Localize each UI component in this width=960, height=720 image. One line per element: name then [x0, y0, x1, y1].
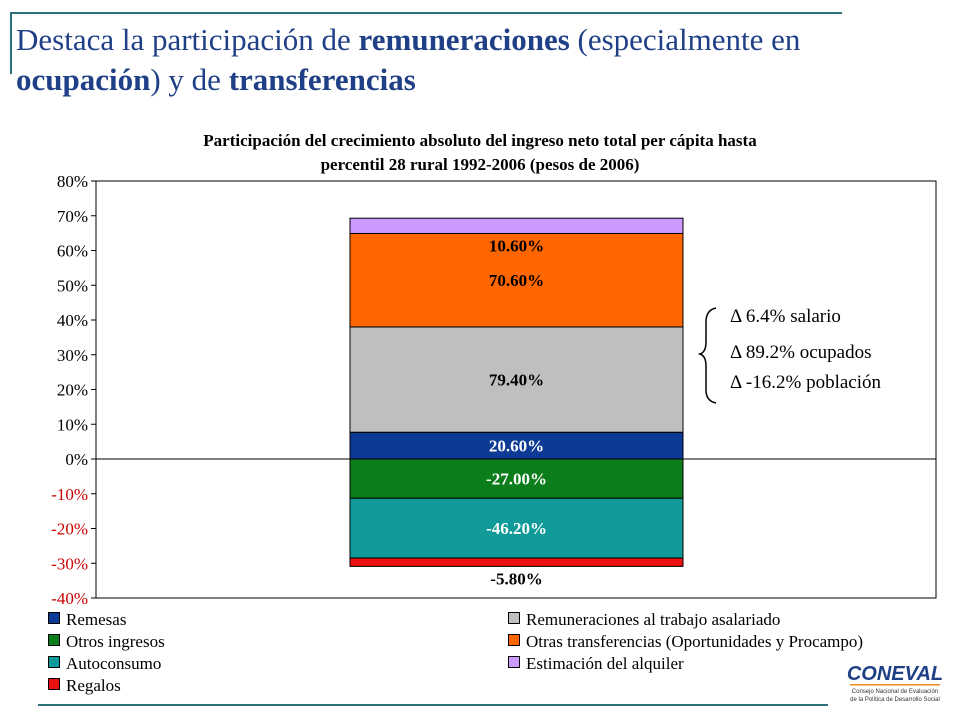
- legend-item: Otras transferencias (Oportunidades y Pr…: [508, 632, 863, 652]
- y-tick-label: 10%: [57, 415, 88, 434]
- legend-item: Otros ingresos: [48, 632, 165, 652]
- chart-title: Participación del crecimiento absoluto d…: [100, 129, 860, 177]
- bar-segment-6: [349, 217, 684, 234]
- slide-title-part: ) y de: [150, 62, 229, 97]
- legend-item: Remuneraciones al trabajo asalariado: [508, 610, 780, 630]
- legend-swatch: [48, 656, 60, 668]
- legend-label: Autoconsumo: [66, 654, 162, 673]
- legend-swatch: [508, 612, 520, 624]
- annotation-salario: Δ 6.4% salario: [730, 306, 841, 327]
- logo-accent-line: [850, 684, 940, 686]
- y-tick-label: 40%: [57, 311, 88, 330]
- data-label-4: 70.60%: [489, 271, 544, 290]
- data-label-5: -46.20%: [486, 519, 547, 538]
- slide-title-part: ocupación: [16, 62, 151, 97]
- y-tick-label: 0%: [65, 450, 88, 469]
- chart-title-line-1: Participación del crecimiento absoluto d…: [203, 131, 757, 150]
- y-tick-label: 70%: [57, 207, 88, 226]
- coneval-logo: CONEVAL Consejo Nacional de Evaluación d…: [847, 663, 943, 703]
- legend-swatch: [508, 634, 520, 646]
- legend-swatch: [48, 612, 60, 624]
- logo-subtext-2: de la Política de Desarrollo Social: [850, 697, 940, 703]
- chart-title-line-2: percentil 28 rural 1992-2006 (pesos de 2…: [320, 155, 640, 174]
- data-label-6: 10.60%: [489, 236, 544, 255]
- bar-segment-3: [349, 458, 684, 499]
- legend-swatch: [48, 678, 60, 690]
- legend-item: Remesas: [48, 610, 126, 630]
- data-label-2: 79.40%: [489, 371, 544, 390]
- annotation-brace: [697, 307, 717, 404]
- legend-label: Otras transferencias (Oportunidades y Pr…: [526, 632, 864, 651]
- y-tick-label: -20%: [51, 520, 88, 539]
- legend-item: Estimación del alquiler: [508, 654, 684, 674]
- logo-subtext-1: Consejo Nacional de Evaluación: [852, 689, 938, 695]
- slide-title-part: remuneraciones: [358, 22, 570, 57]
- annotation-ocupados: Δ 89.2% ocupados: [730, 342, 872, 363]
- data-label-7: -5.80%: [490, 569, 542, 588]
- legend-item: Autoconsumo: [48, 654, 161, 674]
- slide-title-part: Destaca la participación de: [16, 22, 359, 57]
- y-tick-label: 50%: [57, 276, 88, 295]
- bar-segment-2: [349, 326, 684, 433]
- bar-segment-4: [349, 232, 684, 328]
- bar-segment-5: [349, 497, 684, 559]
- annotation-poblacion: Δ -16.2% población: [730, 372, 881, 393]
- logo-wordmark: CONEVAL: [847, 663, 943, 685]
- y-tick-label: 80%: [57, 172, 88, 191]
- y-tick-label: -40%: [51, 589, 88, 608]
- bar-segment-7: [349, 557, 684, 567]
- slide-frame-left-line: [10, 12, 12, 74]
- legend-swatch: [48, 634, 60, 646]
- y-tick-label: -10%: [51, 485, 88, 504]
- slide-frame-top-line: [10, 12, 842, 14]
- slide-title-part: (especialmente en: [569, 22, 801, 57]
- y-tick-label: 20%: [57, 381, 88, 400]
- y-tick-label: 30%: [57, 346, 88, 365]
- data-label-1: 20.60%: [489, 437, 544, 456]
- legend-label: Regalos: [66, 676, 121, 695]
- legend-label: Estimación del alquiler: [526, 654, 684, 673]
- legend-label: Remuneraciones al trabajo asalariado: [526, 610, 781, 629]
- y-tick-label: -30%: [51, 554, 88, 573]
- data-label-3: -27.00%: [486, 470, 547, 489]
- slide-title: Destaca la participación de remuneracion…: [16, 20, 946, 100]
- legend-swatch: [508, 656, 520, 668]
- slide-title-part: transferencias: [228, 62, 416, 97]
- legend-label: Otros ingresos: [66, 632, 165, 651]
- y-tick-label: 60%: [57, 242, 88, 261]
- bar-segment-1: [349, 431, 684, 460]
- legend-label: Remesas: [66, 610, 127, 629]
- slide-frame-bottom-line: [38, 704, 828, 706]
- legend-item: Regalos: [48, 676, 121, 696]
